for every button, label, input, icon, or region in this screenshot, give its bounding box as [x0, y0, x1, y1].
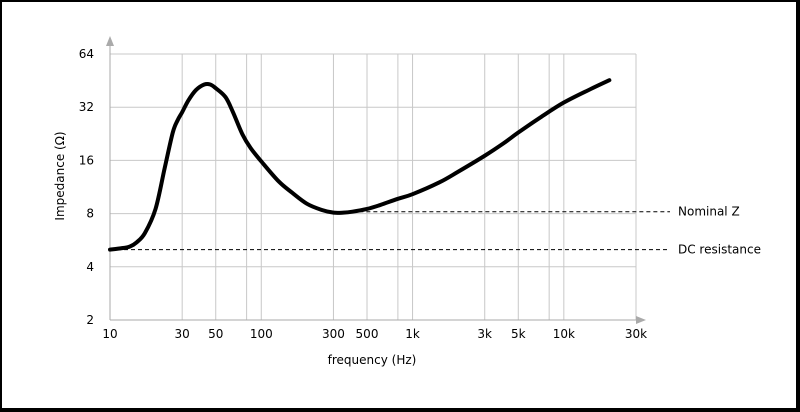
reference-lines: Nominal Z DC resistance [110, 205, 761, 257]
y-tick-labels: 2 4 8 16 32 64 [79, 47, 94, 327]
y-axis-title: Impedance (Ω) [53, 131, 67, 220]
x-tick-label: 50 [208, 327, 223, 341]
x-tick-label: 1k [405, 327, 420, 341]
x-tick-labels: 10 30 50 100 300 500 1k 3k 5k 10k 30k [102, 327, 647, 341]
x-axis-title: frequency (Hz) [328, 353, 417, 367]
y-tick-label: 32 [79, 100, 94, 114]
x-axis-arrow-icon [636, 316, 646, 324]
axes [106, 36, 646, 324]
impedance-chart: 10 30 50 100 300 500 1k 3k 5k 10k 30k 2 4 8 16 32 64 No… [53, 36, 761, 367]
reference-label: DC resistance [678, 243, 761, 257]
y-tick-label: 16 [79, 153, 94, 167]
reference-label: Nominal Z [678, 205, 740, 219]
grid [110, 53, 637, 320]
y-tick-label: 2 [86, 313, 94, 327]
y-tick-label: 4 [86, 260, 94, 274]
x-tick-label: 100 [250, 327, 273, 341]
x-tick-label: 10 [102, 327, 117, 341]
impedance-curve [108, 78, 612, 252]
y-tick-label: 8 [86, 207, 94, 221]
x-tick-label: 500 [356, 327, 379, 341]
x-tick-label: 30k [625, 327, 647, 341]
x-tick-label: 3k [477, 327, 492, 341]
x-tick-label: 30 [175, 327, 190, 341]
y-axis-arrow-icon [106, 36, 114, 46]
x-tick-label: 300 [322, 327, 345, 341]
chart-frame: 10 30 50 100 300 500 1k 3k 5k 10k 30k 2 4 8 16 32 64 No… [2, 2, 796, 408]
x-tick-label: 10k [553, 327, 575, 341]
x-tick-label: 5k [511, 327, 526, 341]
y-tick-label: 64 [79, 47, 94, 61]
series-layer [108, 78, 612, 252]
